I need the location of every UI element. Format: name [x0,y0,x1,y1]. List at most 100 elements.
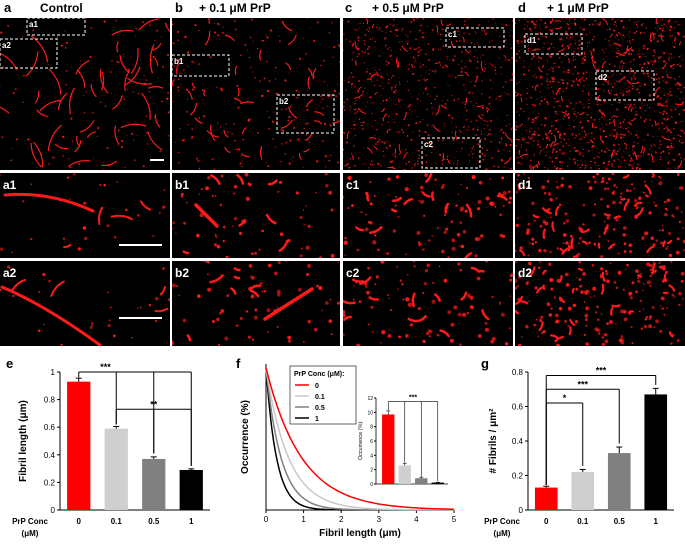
puncta [593,126,595,129]
puncta [601,176,605,180]
puncta [556,343,560,346]
puncta [650,76,653,79]
puncta [553,97,556,100]
puncta [641,66,644,69]
puncta [478,180,483,185]
puncta [546,101,549,103]
puncta [337,262,339,264]
puncta [435,95,437,96]
puncta [83,94,84,96]
fibril [654,86,661,95]
puncta [617,271,622,275]
zoom-a2 [0,261,170,346]
puncta [613,83,615,85]
fibril [662,240,667,248]
puncta [315,191,318,194]
fibril [265,213,277,225]
puncta [474,254,478,258]
puncta [388,328,391,331]
puncta [346,141,349,144]
puncta [668,253,673,258]
puncta [619,61,622,64]
puncta [303,223,306,226]
puncta [379,85,381,87]
fibril [611,149,616,159]
puncta [518,19,521,22]
puncta [483,127,485,130]
puncta [399,166,401,168]
puncta [174,141,176,143]
puncta [102,168,104,170]
puncta [42,273,46,277]
puncta [515,278,518,283]
puncta [567,84,569,86]
puncta [670,261,673,263]
puncta [611,121,614,124]
puncta [582,164,584,166]
fibril [451,41,455,48]
puncta [614,24,615,26]
puncta [484,60,486,62]
puncta [413,18,415,20]
puncta [369,38,372,40]
puncta [216,317,220,322]
puncta [266,308,271,313]
puncta [617,19,619,21]
fibril [614,42,621,47]
puncta [214,23,216,24]
puncta [632,152,635,155]
puncta [416,116,418,118]
puncta [583,79,585,82]
puncta [526,185,530,189]
puncta [500,66,502,69]
fibril [538,321,544,332]
puncta [526,97,528,100]
x-tick-label: 3 [377,515,382,524]
puncta [392,74,395,77]
puncta [424,341,426,344]
puncta [381,117,383,120]
puncta [649,274,653,278]
puncta [554,321,558,324]
puncta [611,85,614,88]
puncta [372,240,377,245]
puncta [84,236,88,241]
puncta [11,148,13,150]
fibril [230,287,237,295]
puncta [431,146,434,149]
puncta [378,68,381,70]
puncta [394,86,396,89]
puncta [606,204,610,208]
puncta [668,53,670,55]
puncta [356,51,358,53]
puncta [464,20,466,22]
fibril [238,218,246,227]
puncta [299,254,303,258]
puncta [571,84,573,87]
fibril [307,76,311,90]
puncta [408,63,410,66]
panel-title-c: + 0.5 μM PrP [372,1,444,15]
puncta [215,235,218,239]
puncta [646,194,649,198]
puncta [202,115,206,118]
puncta [600,104,602,106]
puncta [376,71,379,74]
puncta [568,124,571,127]
puncta [512,76,513,78]
puncta [459,268,463,272]
puncta [117,144,119,146]
fibril [651,173,655,178]
puncta [677,154,680,156]
puncta [114,236,117,239]
puncta [554,313,559,318]
puncta [606,29,608,31]
puncta [99,101,102,104]
puncta [385,44,387,47]
puncta [275,146,277,148]
puncta [289,106,291,108]
puncta [398,153,401,155]
puncta [387,73,389,75]
inset-y-tick-label: 6 [370,439,373,445]
fibril [613,118,616,127]
